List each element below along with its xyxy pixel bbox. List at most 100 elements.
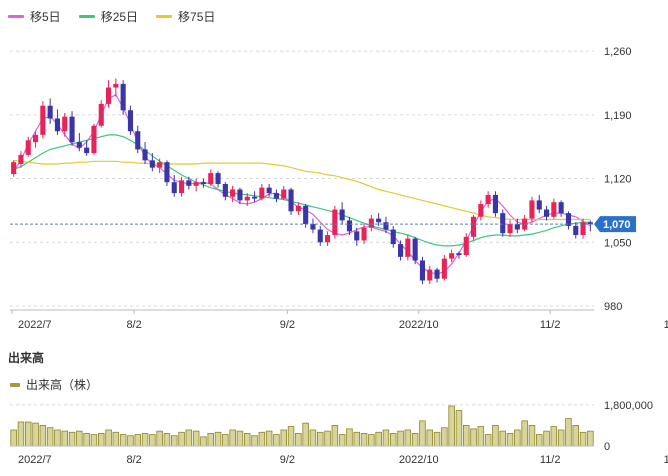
volume-bar[interactable] bbox=[557, 429, 565, 447]
candle[interactable] bbox=[157, 158, 163, 174]
volume-bar[interactable] bbox=[426, 429, 433, 447]
volume-bar[interactable] bbox=[528, 425, 536, 447]
candle[interactable] bbox=[543, 205, 550, 221]
candle[interactable] bbox=[237, 187, 243, 205]
volume-bar[interactable] bbox=[565, 418, 572, 447]
volume-bar[interactable] bbox=[368, 434, 375, 447]
candle[interactable] bbox=[149, 153, 155, 172]
volume-bar[interactable] bbox=[178, 431, 185, 447]
candle[interactable] bbox=[200, 178, 207, 188]
candle[interactable] bbox=[259, 184, 265, 201]
volume-bar[interactable] bbox=[61, 430, 68, 447]
volume-chart[interactable]: 1,800,000 0 2022/7 8/2 9/2 2022/10 11/2 12/2 bbox=[0, 390, 668, 476]
candle[interactable] bbox=[62, 113, 68, 137]
candle[interactable] bbox=[127, 105, 134, 135]
volume-bar[interactable] bbox=[536, 434, 543, 447]
volume-bar[interactable] bbox=[338, 434, 346, 447]
candle[interactable] bbox=[273, 189, 280, 203]
candle[interactable] bbox=[522, 214, 528, 232]
candle[interactable] bbox=[580, 218, 586, 239]
volume-bar[interactable] bbox=[127, 435, 134, 447]
candle[interactable] bbox=[25, 136, 31, 157]
volume-bar[interactable] bbox=[134, 434, 141, 447]
candle[interactable] bbox=[434, 267, 440, 283]
candle[interactable] bbox=[456, 251, 462, 259]
candle[interactable] bbox=[281, 185, 287, 201]
candle[interactable] bbox=[470, 214, 477, 241]
volume-bar[interactable] bbox=[411, 433, 419, 447]
volume-bar[interactable] bbox=[295, 433, 302, 447]
volume-bar[interactable] bbox=[499, 430, 506, 447]
volume-bar[interactable] bbox=[112, 431, 120, 447]
volume-bar[interactable] bbox=[433, 431, 441, 447]
candle[interactable] bbox=[178, 176, 185, 197]
volume-bar[interactable] bbox=[470, 428, 477, 447]
candle[interactable] bbox=[354, 227, 360, 246]
volume-bar[interactable] bbox=[251, 435, 258, 447]
candle[interactable] bbox=[120, 80, 126, 115]
candle[interactable] bbox=[142, 142, 148, 164]
volume-bar[interactable] bbox=[463, 425, 470, 447]
legend-item-ma25[interactable]: 移25日 bbox=[78, 8, 138, 25]
volume-bar[interactable] bbox=[25, 421, 32, 447]
volume-bar[interactable] bbox=[287, 426, 295, 447]
candle[interactable] bbox=[266, 184, 272, 197]
candle[interactable] bbox=[295, 202, 301, 215]
volume-bar[interactable] bbox=[572, 425, 579, 447]
volume-bar[interactable] bbox=[382, 429, 390, 447]
candle[interactable] bbox=[208, 169, 214, 186]
candle[interactable] bbox=[529, 196, 535, 223]
volume-bar[interactable] bbox=[302, 422, 309, 447]
volume-bar[interactable] bbox=[54, 429, 61, 447]
volume-bar[interactable] bbox=[280, 429, 287, 447]
candle[interactable] bbox=[324, 231, 331, 246]
volume-bar[interactable] bbox=[441, 427, 448, 447]
volume-bar[interactable] bbox=[10, 429, 17, 447]
legend-item-ma75[interactable]: 移75日 bbox=[156, 8, 215, 25]
volume-bar[interactable] bbox=[171, 435, 178, 447]
candle[interactable] bbox=[427, 265, 433, 285]
candle[interactable] bbox=[11, 160, 17, 177]
candle[interactable] bbox=[419, 256, 426, 285]
candle[interactable] bbox=[18, 151, 24, 168]
volume-bar[interactable] bbox=[192, 430, 200, 447]
candle[interactable] bbox=[310, 218, 316, 234]
candle[interactable] bbox=[164, 160, 170, 186]
volume-bar[interactable] bbox=[46, 427, 54, 447]
volume-bar[interactable] bbox=[76, 430, 83, 447]
candle[interactable] bbox=[383, 216, 389, 234]
legend-item-ma5[interactable]: 移5日 bbox=[8, 8, 61, 25]
candle[interactable] bbox=[47, 98, 53, 124]
volume-bar[interactable] bbox=[119, 434, 127, 447]
volume-bar[interactable] bbox=[360, 433, 368, 447]
volume-bar[interactable] bbox=[17, 421, 25, 447]
candle[interactable] bbox=[222, 182, 228, 201]
volume-bar[interactable] bbox=[543, 430, 550, 447]
candle[interactable] bbox=[339, 202, 345, 225]
volume-bar[interactable] bbox=[98, 433, 105, 447]
volume-bar[interactable] bbox=[200, 436, 207, 447]
volume-bar[interactable] bbox=[448, 405, 455, 447]
candle[interactable] bbox=[441, 255, 447, 281]
candle[interactable] bbox=[500, 209, 506, 237]
volume-bar[interactable] bbox=[149, 434, 156, 447]
volume-bar[interactable] bbox=[273, 434, 280, 447]
volume-bar[interactable] bbox=[419, 420, 426, 447]
candle[interactable] bbox=[376, 213, 382, 226]
volume-bar[interactable] bbox=[39, 425, 47, 447]
candle[interactable] bbox=[40, 101, 46, 139]
candle[interactable] bbox=[193, 178, 199, 192]
candle[interactable] bbox=[478, 200, 484, 221]
candle[interactable] bbox=[288, 187, 294, 215]
candle[interactable] bbox=[587, 220, 593, 232]
volume-bar[interactable] bbox=[83, 433, 90, 447]
candle[interactable] bbox=[230, 185, 236, 203]
candle[interactable] bbox=[412, 236, 418, 265]
volume-bar[interactable] bbox=[265, 430, 273, 447]
candle[interactable] bbox=[405, 234, 411, 261]
candle[interactable] bbox=[485, 191, 491, 208]
volume-bar[interactable] bbox=[258, 431, 266, 447]
volume-bar[interactable] bbox=[375, 431, 382, 447]
candle[interactable] bbox=[397, 240, 404, 261]
candle[interactable] bbox=[98, 100, 104, 128]
